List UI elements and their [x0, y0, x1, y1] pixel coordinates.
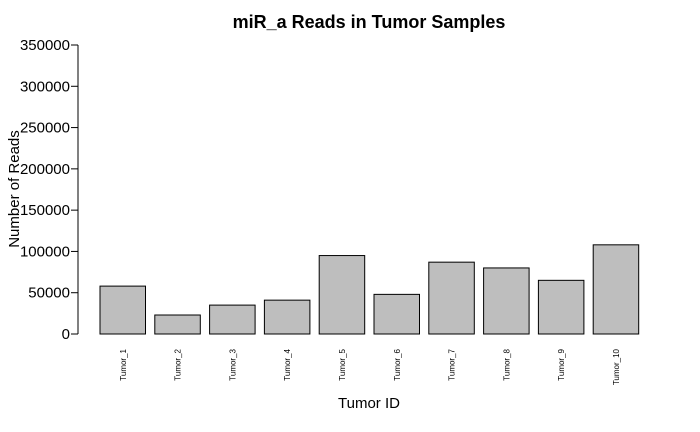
bars — [99, 244, 640, 335]
y-tick-label: 100000 — [20, 243, 70, 260]
y-tick-label: 0 — [62, 326, 70, 343]
y-tick-label: 150000 — [20, 202, 70, 219]
x-tick-label: Tumor_5 — [338, 348, 347, 380]
y-axis-ticks: 0 50000 100000 150000 200000 250000 300000 3500… — [20, 37, 78, 343]
chart-title: miR_a Reads in Tumor Samples — [233, 12, 506, 32]
bar-tumor-3 — [209, 304, 256, 335]
bar-tumor-10 — [592, 244, 640, 335]
y-axis-label: Number of Reads — [6, 130, 23, 248]
x-tick-label: Tumor_7 — [448, 348, 457, 380]
bar-tumor-4 — [263, 299, 311, 335]
bar-tumor-8 — [483, 267, 530, 335]
x-tick-label: Tumor_8 — [502, 348, 511, 380]
y-tick-label: 250000 — [20, 120, 70, 137]
x-axis-label: Tumor ID — [338, 395, 400, 412]
bar-tumor-2 — [154, 314, 201, 335]
bar-tumor-9 — [537, 279, 585, 335]
bar-tumor-6 — [373, 293, 420, 335]
x-tick-label: Tumor_4 — [283, 348, 292, 380]
y-tick-label: 300000 — [20, 78, 70, 95]
bar-tumor-7 — [428, 261, 475, 335]
x-tick-label: Tumor_9 — [557, 348, 566, 380]
x-tick-label: Tumor_6 — [393, 348, 402, 380]
x-tick-label: Tumor_3 — [228, 348, 237, 380]
y-tick-label: 200000 — [20, 161, 70, 178]
x-tick-label: Tumor_1 — [119, 348, 128, 380]
bar-tumor-1 — [99, 285, 146, 335]
y-tick-label: 50000 — [28, 285, 70, 302]
x-tick-label: Tumor_10 — [612, 348, 621, 385]
bar-tumor-5 — [318, 255, 366, 335]
category-labels: Tumor_1 Tumor_2 Tumor_3 Tumor_4 Tumor_5 Tumor… — [119, 348, 621, 385]
y-tick-label: 350000 — [20, 37, 70, 54]
x-tick-label: Tumor_2 — [174, 348, 183, 380]
